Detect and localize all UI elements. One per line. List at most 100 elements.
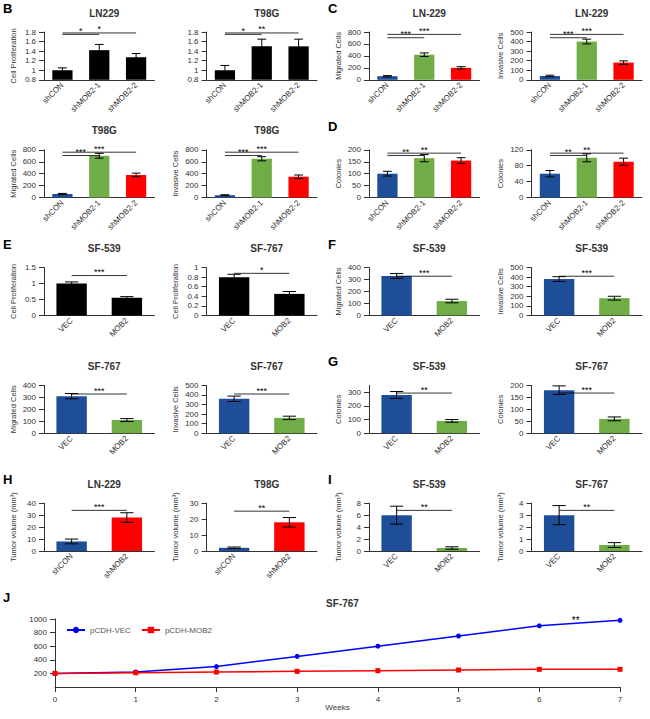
svg-text:1.6: 1.6 <box>187 37 199 46</box>
svg-text:pCDH-MOB2: pCDH-MOB2 <box>165 626 213 635</box>
svg-text:VEC: VEC <box>382 434 400 452</box>
svg-text:0: 0 <box>519 429 524 438</box>
svg-text:200: 200 <box>348 145 362 154</box>
svg-text:shCON: shCON <box>41 198 66 223</box>
svg-text:50: 50 <box>515 417 524 426</box>
svg-text:150: 150 <box>510 393 524 402</box>
svg-text:Invasive Cells: Invasive Cells <box>171 150 180 197</box>
svg-text:0: 0 <box>357 75 362 84</box>
svg-text:VEC: VEC <box>544 316 562 334</box>
svg-text:shMOB2-2: shMOB2-2 <box>268 198 302 232</box>
svg-text:30: 30 <box>27 511 36 520</box>
svg-text:1000: 1000 <box>29 615 47 624</box>
svg-text:**: ** <box>402 147 410 157</box>
svg-text:Colonies: Colonies <box>496 159 505 188</box>
svg-text:Tumor volume (mm³): Tumor volume (mm³) <box>334 492 343 562</box>
svg-text:20: 20 <box>27 523 36 532</box>
svg-text:Tumor volume (mm³): Tumor volume (mm³) <box>171 492 180 562</box>
svg-text:0.8: 0.8 <box>187 75 199 84</box>
svg-text:40: 40 <box>515 177 524 186</box>
svg-text:MOB2: MOB2 <box>433 316 456 339</box>
svg-text:Colonies: Colonies <box>496 394 505 423</box>
svg-text:400: 400 <box>185 169 199 178</box>
svg-text:4: 4 <box>357 523 362 532</box>
svg-text:SF-539: SF-539 <box>413 243 446 254</box>
svg-text:MOB2: MOB2 <box>270 434 293 457</box>
svg-text:200: 200 <box>23 181 37 190</box>
svg-text:MOB2: MOB2 <box>433 434 456 457</box>
svg-text:800: 800 <box>23 145 37 154</box>
svg-text:MOB2: MOB2 <box>108 316 131 339</box>
svg-text:0: 0 <box>194 193 199 202</box>
svg-text:0: 0 <box>357 311 362 320</box>
svg-text:VEC: VEC <box>544 552 562 570</box>
svg-text:Colonies: Colonies <box>334 159 343 188</box>
svg-text:1.2: 1.2 <box>187 56 199 65</box>
svg-text:SF-767: SF-767 <box>575 361 608 372</box>
svg-text:500: 500 <box>185 381 199 390</box>
svg-text:300: 300 <box>510 282 524 291</box>
svg-text:SF-539: SF-539 <box>88 243 121 254</box>
svg-text:0: 0 <box>194 311 199 320</box>
svg-text:30: 30 <box>190 499 199 508</box>
svg-text:SF-539: SF-539 <box>575 243 608 254</box>
svg-text:1: 1 <box>194 66 199 75</box>
svg-text:200: 200 <box>348 63 362 72</box>
svg-text:VEC: VEC <box>219 316 237 334</box>
svg-text:***: *** <box>94 144 105 154</box>
svg-text:200: 200 <box>34 669 48 678</box>
svg-text:0: 0 <box>32 193 37 202</box>
svg-text:0.8: 0.8 <box>187 273 199 282</box>
svg-text:shMOB2-1: shMOB2-1 <box>232 80 266 114</box>
svg-text:shCON: shCON <box>528 80 553 105</box>
svg-text:shMOB2-2: shMOB2-2 <box>593 198 627 232</box>
svg-text:Cell Proliferation: Cell Proliferation <box>9 264 18 319</box>
svg-text:shCON: shCON <box>366 80 391 105</box>
svg-text:1: 1 <box>194 263 199 272</box>
svg-text:0: 0 <box>194 547 199 556</box>
svg-text:4: 4 <box>519 499 524 508</box>
svg-text:800: 800 <box>34 628 48 637</box>
svg-text:0.6: 0.6 <box>187 282 199 291</box>
svg-text:Invasive Cells: Invasive Cells <box>496 268 505 315</box>
svg-text:400: 400 <box>348 263 362 272</box>
svg-text:**: ** <box>421 502 429 512</box>
svg-text:shMOB2-2: shMOB2-2 <box>431 198 465 232</box>
svg-text:7: 7 <box>618 695 623 704</box>
svg-text:***: *** <box>581 385 592 395</box>
svg-text:1.8: 1.8 <box>25 28 37 37</box>
svg-text:0: 0 <box>357 429 362 438</box>
svg-text:***: *** <box>419 26 430 36</box>
svg-text:6: 6 <box>537 695 542 704</box>
svg-text:SF-767: SF-767 <box>88 361 121 372</box>
svg-text:150: 150 <box>348 157 362 166</box>
svg-text:300: 300 <box>185 400 199 409</box>
svg-text:pCDH-VEC: pCDH-VEC <box>90 626 131 635</box>
svg-text:T98G: T98G <box>92 125 117 136</box>
svg-text:0: 0 <box>519 547 524 556</box>
svg-text:VEC: VEC <box>544 434 562 452</box>
svg-text:***: *** <box>581 26 592 36</box>
svg-text:80: 80 <box>515 161 524 170</box>
svg-text:200: 200 <box>510 381 524 390</box>
svg-text:400: 400 <box>23 169 37 178</box>
svg-text:800: 800 <box>185 145 199 154</box>
svg-text:0: 0 <box>357 193 362 202</box>
svg-text:J: J <box>3 590 10 605</box>
svg-text:shMOB2-1: shMOB2-1 <box>69 80 103 114</box>
svg-text:400: 400 <box>23 381 37 390</box>
svg-text:shMOB2-2: shMOB2-2 <box>106 80 140 114</box>
svg-text:0.2: 0.2 <box>187 301 199 310</box>
svg-text:shMOB2-1: shMOB2-1 <box>394 80 428 114</box>
svg-text:3: 3 <box>519 511 524 520</box>
svg-text:I: I <box>328 472 332 487</box>
svg-text:300: 300 <box>23 393 37 402</box>
svg-text:VEC: VEC <box>57 316 75 334</box>
svg-text:Invasive Cells: Invasive Cells <box>496 33 505 80</box>
svg-text:MOB2: MOB2 <box>108 434 131 457</box>
svg-text:400: 400 <box>510 273 524 282</box>
svg-text:shMOB2-1: shMOB2-1 <box>557 198 591 232</box>
svg-text:1.4: 1.4 <box>25 47 37 56</box>
svg-text:VEC: VEC <box>382 316 400 334</box>
svg-text:Colonies: Colonies <box>334 394 343 423</box>
